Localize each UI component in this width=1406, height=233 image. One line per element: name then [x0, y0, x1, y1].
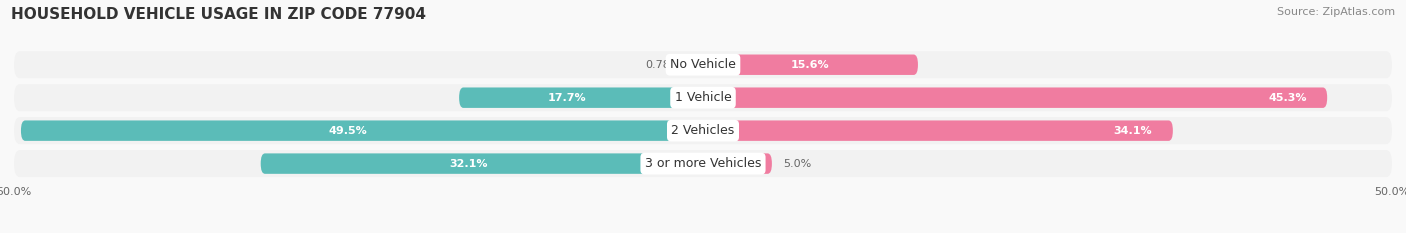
Text: 17.7%: 17.7% [548, 93, 586, 103]
Text: 3 or more Vehicles: 3 or more Vehicles [645, 157, 761, 170]
Text: 0.78%: 0.78% [645, 60, 682, 70]
FancyBboxPatch shape [14, 150, 1392, 177]
FancyBboxPatch shape [21, 120, 703, 141]
FancyBboxPatch shape [14, 117, 1392, 144]
FancyBboxPatch shape [703, 120, 1173, 141]
FancyBboxPatch shape [703, 87, 1327, 108]
Text: 49.5%: 49.5% [329, 126, 367, 136]
FancyBboxPatch shape [14, 51, 1392, 78]
FancyBboxPatch shape [14, 84, 1392, 111]
Text: Source: ZipAtlas.com: Source: ZipAtlas.com [1277, 7, 1395, 17]
Text: No Vehicle: No Vehicle [671, 58, 735, 71]
Text: HOUSEHOLD VEHICLE USAGE IN ZIP CODE 77904: HOUSEHOLD VEHICLE USAGE IN ZIP CODE 7790… [11, 7, 426, 22]
Text: 1 Vehicle: 1 Vehicle [675, 91, 731, 104]
Text: 2 Vehicles: 2 Vehicles [672, 124, 734, 137]
Text: 32.1%: 32.1% [449, 159, 488, 169]
FancyBboxPatch shape [460, 87, 703, 108]
Text: 5.0%: 5.0% [783, 159, 811, 169]
Text: 15.6%: 15.6% [792, 60, 830, 70]
Text: 34.1%: 34.1% [1114, 126, 1152, 136]
FancyBboxPatch shape [703, 55, 918, 75]
FancyBboxPatch shape [260, 153, 703, 174]
Text: 45.3%: 45.3% [1268, 93, 1306, 103]
FancyBboxPatch shape [692, 55, 703, 75]
FancyBboxPatch shape [703, 153, 772, 174]
